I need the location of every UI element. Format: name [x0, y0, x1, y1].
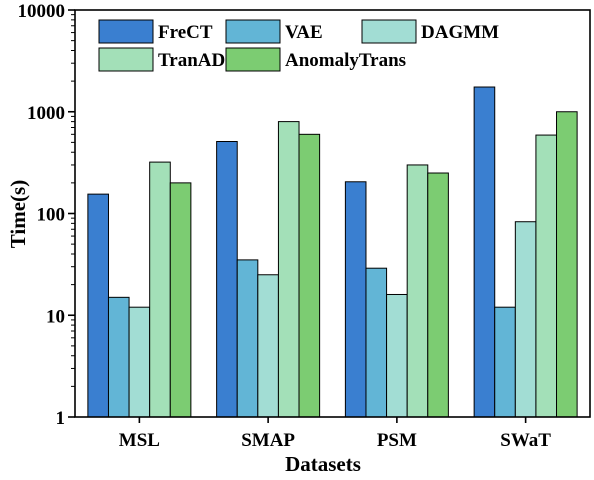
x-tick-label-smap: SMAP: [241, 430, 295, 451]
bar-smap-vae: [236, 259, 259, 418]
bar-msl-dagmm: [128, 306, 151, 418]
bar-swat-tranad: [535, 134, 558, 418]
axes-layer: 1 10 100 1000 10000 MSL SMAP PSM SWaT: [18, 1, 591, 451]
y-tick-label: 1000: [27, 103, 65, 124]
legend-swatch-dagmm: [361, 19, 417, 44]
bar-swat-anomalytrans: [556, 111, 578, 418]
bar-msl-tranad: [149, 161, 171, 418]
legend-label-tranad: TranAD: [158, 50, 225, 71]
bar-smap-frect: [216, 141, 238, 418]
bar-psm-anomalytrans: [427, 172, 449, 418]
x-tick-label-msl: MSL: [119, 430, 160, 451]
legend-label-anomalytrans: AnomalyTrans: [285, 50, 406, 71]
bar-swat-dagmm: [514, 221, 537, 418]
bar-smap-anomalytrans: [298, 133, 321, 418]
bar-swat-frect: [473, 86, 496, 418]
legend-swatch-anomalytrans: [225, 47, 281, 72]
bar-swat-vae: [494, 306, 516, 418]
bar-psm-vae: [365, 267, 388, 418]
bars-layer: [87, 86, 578, 418]
legend-label-frect: FreCT: [158, 22, 213, 43]
bar-msl-frect: [87, 193, 109, 418]
y-tick-label: 10000: [18, 1, 66, 22]
legend-label-vae: VAE: [285, 22, 323, 43]
y-tick-label: 10: [46, 306, 65, 327]
legend-swatch-frect: [98, 19, 154, 44]
bar-psm-tranad: [406, 164, 429, 418]
bar-smap-tranad: [277, 121, 300, 418]
bar-msl-vae: [107, 296, 130, 418]
bar-psm-dagmm: [386, 293, 408, 418]
x-tick-label-swat: SWaT: [500, 430, 551, 451]
legend-swatch-vae: [225, 19, 281, 44]
bar-smap-dagmm: [257, 274, 279, 418]
bar-psm-frect: [344, 181, 367, 418]
y-tick-label: 1: [56, 408, 66, 429]
x-axis-title: Datasets: [285, 452, 361, 475]
y-tick-label: 100: [37, 205, 66, 226]
x-tick-label-psm: PSM: [377, 430, 417, 451]
legend: FreCT VAE DAGMM TranAD AnomalyTrans: [98, 19, 499, 72]
bar-msl-anomalytrans: [169, 182, 192, 418]
legend-swatch-tranad: [98, 47, 154, 72]
legend-label-dagmm: DAGMM: [421, 22, 499, 43]
y-axis-title: Time(s): [6, 180, 30, 248]
